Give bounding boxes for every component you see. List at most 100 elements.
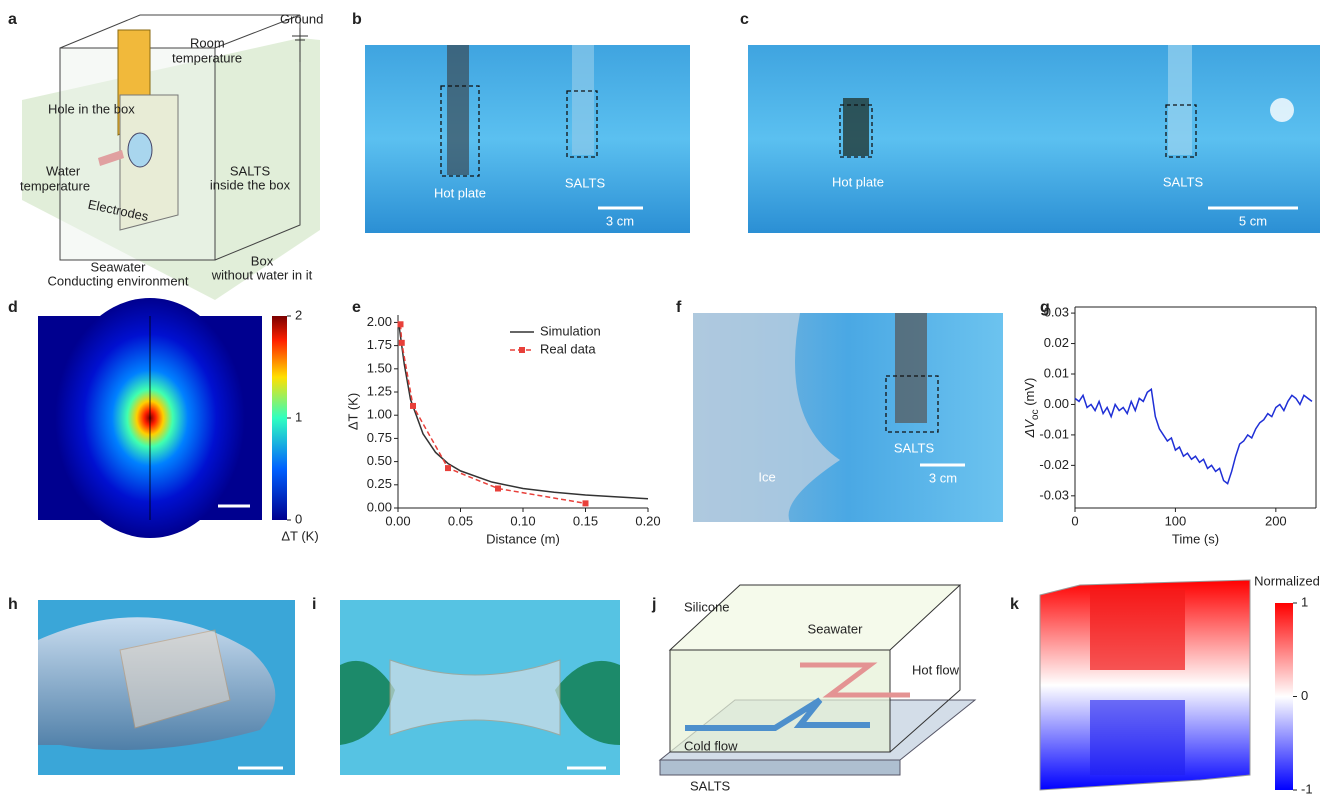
panel-i [340, 600, 620, 775]
panel-letter: b [352, 11, 362, 28]
data-point [399, 340, 405, 346]
panel-a: Ground Room temperature Hole in the box … [20, 11, 323, 300]
colorbar-label: ΔT (K) [281, 528, 318, 543]
y-tick-label: 2.00 [367, 314, 392, 329]
y-tick-label: -0.03 [1039, 487, 1069, 502]
x-tick-label: 0.05 [448, 513, 473, 528]
label: Water [46, 163, 81, 178]
data-point [583, 500, 589, 506]
panel-letter: k [1010, 596, 1019, 613]
y-label-unit: (mV) [1022, 378, 1037, 410]
label: without water in it [211, 267, 313, 282]
salts [572, 45, 594, 155]
y-tick-label: 1.75 [367, 337, 392, 352]
x-tick-label: 200 [1265, 513, 1287, 528]
label: Hot flow [912, 662, 960, 677]
panel-j: Silicone Seawater Hot flow Cold flow SAL… [660, 585, 975, 793]
y-label-symbol: ΔV [1022, 419, 1037, 439]
label: SALTS [565, 175, 606, 190]
data-point [495, 486, 501, 492]
photo [365, 45, 690, 233]
label: SALTS [690, 778, 731, 793]
y-tick-label: 1.25 [367, 383, 392, 398]
colorbar-tick-label: -1 [1301, 781, 1313, 796]
x-axis-label: Distance (m) [486, 531, 560, 546]
x-axis-label: Time (s) [1172, 531, 1219, 546]
y-label-subscript: oc [1030, 409, 1041, 420]
y-tick-label: 0.01 [1044, 365, 1069, 380]
data-point [445, 465, 451, 471]
y-tick-label: 1.00 [367, 407, 392, 422]
label: Hot plate [434, 185, 486, 200]
label: temperature [20, 178, 90, 193]
y-tick-label: 0.03 [1044, 305, 1069, 320]
y-tick-label: -0.01 [1039, 426, 1069, 441]
colorbar [1275, 603, 1293, 790]
y-tick-label: 1.50 [367, 360, 392, 375]
panel-letter: f [676, 299, 682, 316]
y-axis-label: ΔT (K) [345, 393, 360, 430]
silicone-top [670, 585, 960, 650]
y-tick-label: 0.00 [367, 499, 392, 514]
label: Cold flow [684, 738, 738, 753]
salts [1168, 45, 1192, 155]
box-top [60, 15, 300, 48]
label: SALTS [1163, 174, 1204, 189]
panel-letter: a [8, 11, 17, 28]
surface-peak [1090, 590, 1185, 670]
panel-h [38, 600, 295, 775]
x-tick-label: 0.10 [510, 513, 535, 528]
data-point [410, 403, 416, 409]
label: temperature [172, 50, 242, 65]
label: Ground [280, 11, 323, 26]
label: Seawater [91, 259, 147, 274]
scale-label: 3 cm [606, 213, 634, 228]
panel-letter: d [8, 299, 18, 316]
colorbar-title: Normalized [1254, 573, 1320, 588]
label: inside the box [210, 177, 291, 192]
panel-f: SALTS Ice 3 cm [693, 313, 1003, 522]
label: Room [190, 35, 225, 50]
scale-label: 5 cm [1239, 213, 1267, 228]
y-tick-label: 0.02 [1044, 335, 1069, 350]
light [1270, 98, 1294, 122]
hot-plate [843, 98, 869, 156]
label: SALTS [230, 163, 271, 178]
x-tick-label: 0 [1071, 513, 1078, 528]
figure: a b c d e f g h i j k Ground Room temper… [0, 0, 1320, 796]
y-tick-label: -0.02 [1039, 457, 1069, 472]
label: Ice [758, 469, 775, 484]
y-axis-label: ΔVoc (mV) [1022, 378, 1040, 439]
data-point [398, 321, 404, 327]
y-tick-label: 0.25 [367, 476, 392, 491]
label: SALTS [894, 440, 935, 455]
label: Hole in the box [48, 101, 135, 116]
panel-letter: j [651, 596, 656, 613]
panel-letter: c [740, 11, 749, 28]
label: Hot plate [832, 174, 884, 189]
legend-label: Simulation [540, 323, 601, 338]
x-tick-label: 0.15 [573, 513, 598, 528]
label: Conducting environment [48, 273, 189, 288]
colorbar-tick-label: 1 [295, 409, 302, 424]
label: Seawater [808, 621, 864, 636]
panel-letter: i [312, 596, 316, 613]
panel-letter: h [8, 596, 18, 613]
y-tick-label: 0.00 [1044, 396, 1069, 411]
colorbar-tick-label: 1 [1301, 594, 1308, 609]
surface-valley [1090, 700, 1185, 775]
legend-marker [519, 347, 525, 353]
x-tick-label: 0.00 [385, 513, 410, 528]
panel-b: Hot plate SALTS 3 cm [365, 45, 690, 233]
x-tick-label: 100 [1165, 513, 1187, 528]
x-tick-label: 0.20 [635, 513, 660, 528]
legend-label: Real data [540, 341, 596, 356]
hot-plate [447, 45, 469, 175]
hole [128, 133, 152, 167]
colorbar-tick-label: 0 [1301, 688, 1308, 703]
colorbar [272, 316, 287, 520]
label: Box [251, 253, 274, 268]
panel-d: ΔT (K) [38, 298, 319, 543]
scale-label: 3 cm [929, 470, 957, 485]
colorbar-tick-label: 2 [295, 307, 302, 322]
